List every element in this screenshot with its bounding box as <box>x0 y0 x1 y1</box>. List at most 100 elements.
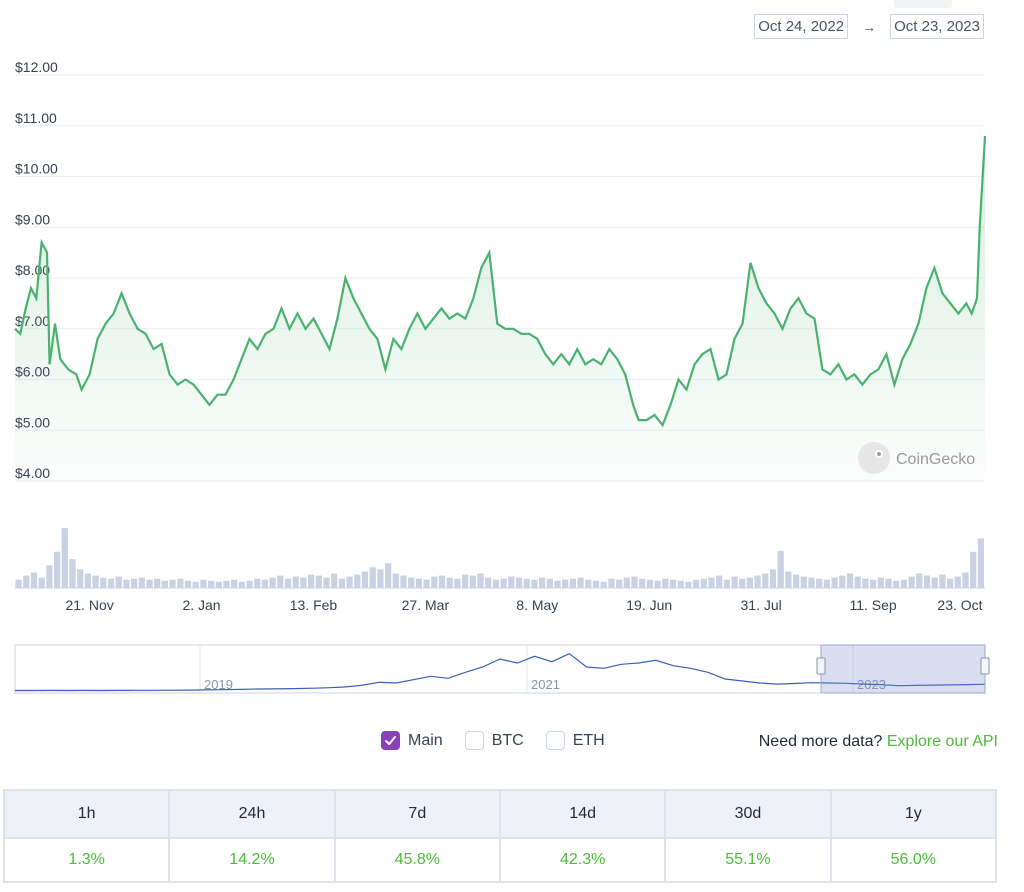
checkbox-btc[interactable]: BTC <box>464 731 524 750</box>
volume-bar <box>816 578 823 588</box>
date-to-input[interactable]: Oct 23, 2023 <box>890 14 984 39</box>
volume-bar <box>315 575 322 588</box>
volume-bar <box>415 578 422 588</box>
value-7d: 45.8% <box>333 837 501 883</box>
header-24h: 24h <box>168 789 336 839</box>
volume-bar <box>639 578 646 588</box>
navigator-handle[interactable] <box>980 657 990 675</box>
volume-bar <box>685 581 692 588</box>
volume-bar <box>246 580 253 588</box>
volume-bar <box>300 577 307 588</box>
y-tick-label: $11.00 <box>15 110 57 126</box>
volume-bar <box>154 578 161 588</box>
volume-bar <box>208 580 215 588</box>
volume-bars <box>15 528 984 588</box>
volume-bar <box>131 578 138 588</box>
x-tick-label: 19. Jun <box>626 597 672 613</box>
explore-api-link[interactable]: Explore our API <box>886 733 998 750</box>
volume-bar <box>823 579 830 588</box>
volume-bar <box>970 551 977 588</box>
volume-bar <box>223 580 230 588</box>
volume-bar <box>369 567 376 588</box>
volume-bar <box>923 575 931 588</box>
top-control-stub[interactable] <box>894 0 952 8</box>
volume-bar <box>477 573 484 588</box>
volume-bar <box>569 578 576 588</box>
volume-bar <box>485 577 492 588</box>
volume-bar <box>669 579 677 588</box>
check-icon <box>385 736 396 745</box>
volume-bar <box>438 575 446 588</box>
volume-bar <box>646 579 653 588</box>
volume-bar <box>38 577 45 588</box>
value-1h: 1.3% <box>2 837 171 883</box>
volume-bar <box>346 576 353 588</box>
date-range: Oct 24, 2022 → Oct 23, 2023 <box>754 14 984 39</box>
volume-bar <box>69 559 76 588</box>
table-row: 1.3% 14.2% 45.8% 42.3% 55.1% 56.0% <box>2 837 998 883</box>
volume-bar <box>392 573 399 588</box>
volume-bar <box>623 577 630 588</box>
volume-bar <box>138 577 145 588</box>
volume-bar <box>754 575 761 588</box>
price-chart[interactable]: $12.00$11.00$10.00$9.00$8.00$7.00$6.00$5… <box>0 55 1024 705</box>
volume-bar <box>107 578 115 588</box>
x-tick-label: 2. Jan <box>182 597 220 613</box>
range-navigator[interactable]: 201920212023 <box>14 644 990 694</box>
checkbox-eth-box[interactable] <box>545 731 565 750</box>
volume-bar <box>500 578 507 588</box>
volume-bar <box>292 576 299 588</box>
navigator-year-label: 2021 <box>531 677 560 692</box>
volume-bar <box>408 577 415 588</box>
volume-bar <box>361 571 369 588</box>
volume-bar <box>846 573 854 588</box>
volume-bar <box>184 580 192 588</box>
volume-bar <box>947 578 954 588</box>
date-from-input[interactable]: Oct 24, 2022 <box>754 14 849 39</box>
checkbox-btc-box[interactable] <box>464 731 484 750</box>
volume-bar <box>354 574 361 588</box>
volume-bar <box>562 579 569 588</box>
volume-bar <box>231 579 238 588</box>
volume-bar <box>777 550 784 588</box>
volume-bar <box>261 579 268 588</box>
volume-bar <box>954 576 961 588</box>
volume-bar <box>277 575 284 588</box>
volume-bar <box>23 575 30 588</box>
volume-bar <box>84 573 91 588</box>
volume-bar <box>61 528 68 588</box>
x-tick-label: 13. Feb <box>290 597 338 613</box>
volume-bar <box>762 573 769 588</box>
volume-bar <box>600 581 607 588</box>
volume-bar <box>146 579 153 588</box>
volume-bar <box>939 574 946 588</box>
checkbox-main-box[interactable] <box>381 731 400 750</box>
volume-bar <box>539 577 546 588</box>
volume-bar <box>92 575 99 588</box>
checkbox-main[interactable]: Main <box>381 731 443 750</box>
volume-bar <box>723 579 730 588</box>
value-14d: 42.3% <box>498 837 667 883</box>
value-24h: 14.2% <box>168 837 336 883</box>
volume-bar <box>893 580 900 588</box>
volume-bar <box>693 579 700 588</box>
volume-bar <box>115 576 122 588</box>
navigator-selection[interactable] <box>820 644 986 694</box>
volume-bar <box>177 578 184 588</box>
checkbox-btc-label: BTC <box>491 731 524 749</box>
volume-bar <box>662 578 669 588</box>
checkbox-eth[interactable]: ETH <box>545 731 605 750</box>
header-14d: 14d <box>498 789 667 839</box>
table-header-row: 1h 24h 7d 14d 30d 1y <box>2 789 998 839</box>
price-line <box>14 135 987 428</box>
volume-bar <box>700 578 707 588</box>
navigator-handle[interactable] <box>816 657 826 675</box>
volume-bar <box>169 579 176 588</box>
volume-bar <box>962 572 969 588</box>
series-toggle: Main BTC ETH <box>381 731 605 750</box>
volume-bar <box>77 569 84 588</box>
volume-bar <box>508 576 515 588</box>
volume-bar <box>785 571 792 588</box>
need-more-data-text: Need more data? <box>758 733 883 750</box>
navigator-year-label: 2019 <box>204 677 233 692</box>
